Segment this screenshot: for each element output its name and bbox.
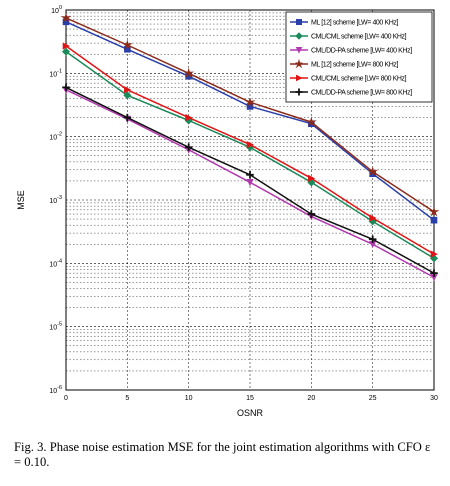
data-point (185, 113, 193, 122)
y-tick-label: 10-2 (49, 132, 62, 142)
x-tick-label: 30 (430, 395, 438, 402)
data-point (430, 216, 438, 224)
series-plus (62, 83, 438, 277)
legend-entry: CML/CML scheme [LW= 400 KHz] (290, 32, 407, 41)
legend-entry: CML/DD-PA scheme [LW= 800 KHz] (290, 88, 413, 97)
legend-label: ML [12] scheme [LW= 800 KHz] (311, 62, 398, 69)
data-point (369, 214, 377, 222)
legend-label: CML/CML scheme [LW= 400 KHz] (311, 34, 407, 41)
data-point (428, 207, 440, 217)
series-star (60, 13, 440, 217)
data-point (246, 179, 254, 187)
data-point (430, 250, 438, 258)
y-tick-label: 10-5 (49, 322, 62, 332)
data-point (123, 91, 132, 100)
data-point (295, 58, 303, 69)
legend-label: ML [12] scheme [LW= 400 KHz] (311, 20, 398, 27)
axes: 0 5 10 15 20 25 30 100 10-1 10-2 10-3 10-4 10-5 10-6 (49, 5, 438, 402)
series-square (62, 18, 438, 224)
data-point (61, 47, 71, 56)
series-layer (60, 13, 440, 282)
legend-label: CML/DD-PA scheme [LW= 800 KHz] (311, 90, 412, 97)
data-point (296, 74, 303, 82)
x-tick-label: 20 (307, 395, 315, 402)
legend-entry: ML [12] scheme [LW= 800 KHz] (290, 58, 399, 69)
legend-box (285, 11, 433, 103)
data-point (305, 116, 317, 127)
data-point (368, 235, 377, 244)
y-tick-label: 10-1 (49, 68, 62, 78)
series-triangle-right (62, 42, 438, 258)
x-axis-label: OSNR (237, 408, 264, 418)
y-tick-label: 10-3 (49, 195, 62, 205)
data-point (295, 88, 303, 96)
data-point (246, 140, 254, 149)
x-tick-label: 0 (64, 395, 68, 402)
data-point (307, 210, 316, 218)
data-point (295, 32, 303, 40)
legend-label: CML/DD-PA scheme [LW= 400 KHz] (311, 48, 412, 55)
data-point (308, 174, 316, 182)
data-point (295, 47, 303, 54)
data-point (62, 42, 70, 50)
grid (66, 10, 434, 390)
data-point (367, 165, 379, 176)
y-tick-label: 10-6 (49, 385, 62, 395)
data-point (124, 86, 132, 94)
chart: 0 5 10 15 20 25 3010010-110-210-310-410-510-6 … (16, 5, 440, 418)
data-point (183, 67, 195, 78)
x-tick-label: 5 (125, 395, 129, 402)
legend-label: CML/CML scheme [LW= 800 KHz] (311, 76, 407, 83)
data-point (60, 13, 72, 23)
figure-caption: Fig. 3. Phase noise estimation MSE for t… (14, 440, 431, 469)
data-point (184, 143, 193, 152)
x-tick-label: 10 (185, 395, 193, 402)
data-point (296, 19, 302, 25)
data-point (244, 98, 256, 107)
data-point (123, 113, 132, 122)
y-axis-label: MSE (16, 190, 26, 210)
legend: ML [12] scheme [LW= 400 KHz] CML/CML sche… (285, 11, 433, 103)
y-tick-label: 10-4 (49, 258, 62, 268)
data-point (62, 83, 70, 92)
data-point (121, 39, 133, 50)
legend-entry: ML [12] scheme [LW= 400 KHz] (290, 19, 399, 27)
x-tick-label: 15 (246, 395, 254, 402)
legend-entry: CML/DD-PA scheme [LW= 400 KHz] (290, 47, 413, 55)
x-tick-label: 25 (369, 395, 377, 402)
data-point (246, 170, 254, 179)
y-tick-label: 100 (51, 5, 62, 15)
data-point (430, 269, 438, 277)
legend-entry: CML/CML scheme [LW= 800 KHz] (290, 74, 407, 83)
